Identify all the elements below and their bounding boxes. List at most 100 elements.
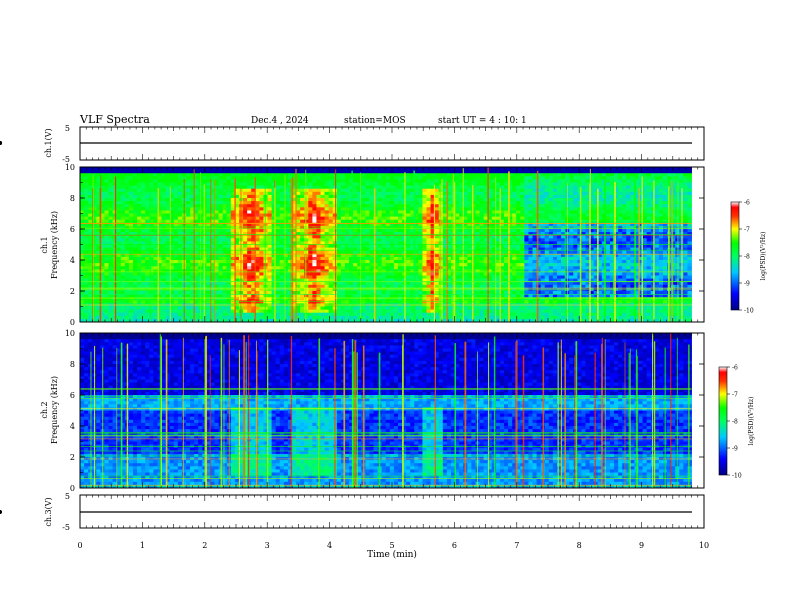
spectrogram-cell — [381, 266, 387, 270]
spectrogram-cell — [92, 176, 97, 180]
spectrogram-cell — [336, 272, 342, 276]
spectrogram-cell — [475, 294, 480, 298]
spectrogram-cell — [463, 260, 468, 264]
spectrogram-cell — [137, 179, 142, 183]
spectrogram-cell — [251, 241, 256, 245]
spectrogram-cell — [120, 229, 126, 233]
spectrogram-cell — [287, 167, 293, 171]
spectrogram-cell — [275, 306, 281, 310]
spectrogram-cell — [96, 309, 101, 314]
spectrogram-cell — [446, 278, 452, 283]
spectrogram-cell — [450, 167, 456, 171]
spectrogram-cell — [381, 297, 387, 301]
spectrogram-cell — [479, 179, 485, 183]
spectrogram-cell — [389, 198, 395, 202]
spectrogram-cell — [369, 179, 374, 183]
spectrogram-cell — [145, 297, 150, 301]
spectrogram-cell — [141, 318, 146, 322]
spectrogram-cell — [283, 232, 289, 236]
spectrogram-cell — [287, 269, 293, 273]
spectrogram-cell — [230, 225, 236, 230]
spectrogram-cell — [389, 250, 395, 255]
spectrogram-cell — [96, 225, 101, 230]
spectrogram-cell — [312, 182, 317, 186]
spectrogram-cell — [263, 216, 268, 221]
spectrogram-cell — [112, 294, 118, 298]
spectrogram-cell — [328, 176, 334, 180]
spectrogram-cell — [320, 263, 326, 267]
spectrogram-cell — [165, 256, 171, 261]
spectrogram-cell — [291, 173, 297, 177]
spectrogram-cell — [247, 232, 252, 236]
spectrogram-cell — [283, 294, 289, 298]
spectrogram-cell — [173, 201, 179, 205]
spectrogram-cell — [418, 275, 423, 279]
spectrogram-cell — [177, 219, 183, 224]
spectrogram-cell — [344, 318, 350, 322]
spectrogram-cell — [430, 250, 436, 255]
spectrogram-cell — [116, 198, 122, 202]
spectrogram-cell — [414, 312, 419, 317]
spectrogram-cell — [275, 272, 281, 276]
spectrogram-cell — [373, 266, 379, 270]
spectrogram-cell — [157, 219, 162, 224]
spectrogram-cell — [206, 318, 211, 322]
spectrogram-cell — [316, 266, 321, 270]
spectrogram-cell — [344, 312, 350, 317]
spectrogram-cell — [267, 297, 273, 301]
spectrogram-cell — [332, 232, 338, 236]
spectrogram-cell — [157, 222, 162, 227]
spectrogram-cell — [459, 266, 464, 270]
spectrogram-cell — [234, 225, 240, 230]
spectrogram-cell — [104, 275, 109, 279]
spectrogram-cell — [124, 281, 130, 286]
spectrogram-cell — [344, 219, 350, 224]
spectrogram-cell — [157, 300, 162, 304]
spectrogram-cell — [316, 272, 321, 276]
spectrogram-cell — [365, 300, 370, 304]
spectrogram-cell — [442, 191, 448, 196]
spectrogram-cell — [275, 244, 281, 248]
spectrogram-cell — [275, 291, 281, 295]
spectrogram-cell — [210, 300, 215, 304]
spectrogram-cell — [308, 204, 313, 208]
spectrogram-cell — [381, 188, 387, 193]
spectrogram-cell — [377, 256, 383, 261]
spectrogram-cell — [479, 182, 485, 186]
spectrogram-cell — [116, 312, 122, 317]
spectrogram-cell — [80, 232, 85, 236]
spectrogram-cell — [104, 250, 109, 255]
spectrogram-cell — [251, 250, 256, 255]
spectrogram-cell — [422, 281, 427, 286]
spectrogram-cell — [124, 284, 130, 289]
spectrogram-cell — [291, 291, 297, 295]
spectrogram-cell — [226, 241, 232, 245]
spectrogram-cell — [385, 198, 391, 202]
spectrogram-cell — [385, 194, 391, 199]
spectrogram-cell — [80, 238, 85, 242]
spectrogram-cell — [316, 253, 321, 258]
spectrogram-cell — [369, 238, 374, 242]
spectrogram-cell — [120, 232, 126, 236]
spectrogram-cell — [430, 312, 436, 317]
spectrogram-cell — [393, 294, 399, 298]
spectrogram-cell — [255, 201, 260, 205]
spectrogram-cell — [414, 272, 419, 276]
spectrogram-cell — [475, 219, 480, 224]
spectrogram-cell — [96, 232, 101, 236]
spectrogram-cell — [336, 170, 342, 174]
spectrogram-cell — [173, 256, 179, 261]
spectrogram-cell — [300, 235, 305, 239]
spectrogram-cell — [414, 300, 419, 304]
spectrogram-cell — [214, 312, 220, 317]
spectrogram-cell — [438, 294, 444, 298]
spectrogram-cell — [308, 272, 313, 276]
spectrogram-cell — [186, 207, 191, 211]
spectrogram-cell — [316, 309, 321, 314]
spectrogram-cell — [479, 191, 485, 196]
spectrogram-cell — [438, 256, 444, 261]
spectrogram-cell — [467, 173, 472, 177]
spectrogram-cell — [385, 229, 391, 233]
spectrogram-cell — [410, 191, 415, 196]
spectrogram-cell — [446, 191, 452, 196]
